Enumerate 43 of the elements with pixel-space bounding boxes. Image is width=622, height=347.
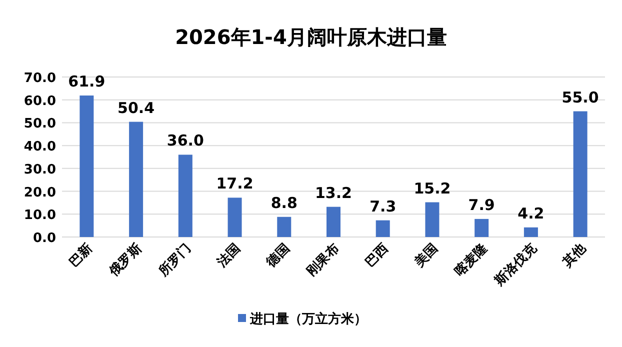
x-tick-label: 斯洛伐克 — [492, 240, 540, 290]
x-tick-label: 美国 — [410, 240, 442, 271]
x-tick-label: 德国 — [263, 241, 293, 271]
x-tick-label: 其他 — [559, 240, 590, 271]
x-tick-label: 喀麦隆 — [452, 240, 490, 280]
bar — [178, 154, 192, 237]
y-tick-label: 50.0 — [24, 116, 56, 132]
x-tick-label: 巴新 — [66, 240, 96, 270]
y-tick-label: 70.0 — [24, 71, 56, 86]
chart-title: 2026年1-4月阔叶原木进口量 — [175, 25, 447, 49]
data-label: 13.2 — [314, 184, 352, 202]
x-tick-label: 法国 — [214, 241, 244, 271]
y-tick-label: 20.0 — [24, 185, 56, 200]
bar — [425, 202, 440, 237]
bar — [524, 227, 538, 237]
y-tick-label: 60.0 — [24, 94, 56, 109]
bar — [277, 216, 292, 237]
data-label: 7.3 — [370, 197, 396, 216]
data-label: 4.2 — [518, 204, 544, 222]
bar — [376, 220, 390, 237]
bar — [129, 122, 144, 237]
y-tick-label: 30.0 — [24, 162, 56, 178]
data-label: 8.8 — [270, 194, 298, 212]
y-tick-label: 40.0 — [24, 140, 56, 155]
data-label: 17.2 — [216, 174, 254, 193]
x-tick-label: 俄罗斯 — [106, 241, 145, 280]
x-tick-label: 巴西 — [362, 241, 392, 270]
data-label: 55.0 — [562, 88, 599, 106]
bar — [326, 206, 340, 237]
y-tick-label: 0.0 — [32, 231, 56, 246]
data-label: 7.9 — [468, 196, 495, 214]
data-label: 61.9 — [68, 72, 106, 91]
data-label: 50.4 — [118, 98, 155, 117]
bar — [80, 96, 94, 237]
data-label: 36.0 — [166, 132, 204, 150]
bar — [573, 111, 588, 237]
bar — [228, 198, 242, 237]
y-tick-label: 10.0 — [24, 208, 56, 224]
x-tick-label: 所罗门 — [154, 240, 194, 280]
x-tick-label: 刚果布 — [304, 241, 342, 280]
bar — [474, 218, 489, 237]
data-label: 15.2 — [414, 179, 451, 198]
legend-label: 进口量（万立方米） — [249, 311, 367, 327]
